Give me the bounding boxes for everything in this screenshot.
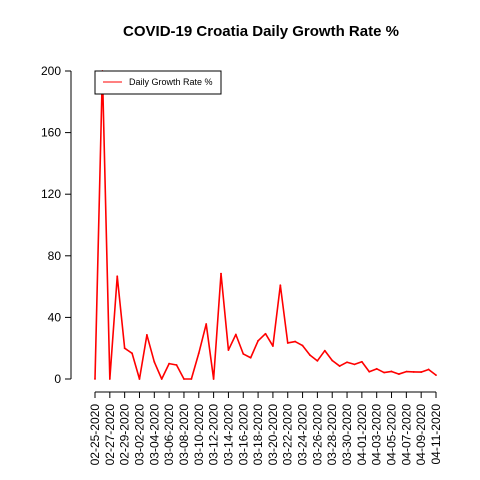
- x-tick-label: 03-28-2020: [325, 404, 339, 466]
- data-point: [123, 347, 126, 350]
- data-point: [331, 359, 334, 362]
- y-tick-label: 80: [48, 249, 62, 263]
- data-point: [175, 364, 178, 366]
- x-tick-label: 03-06-2020: [162, 404, 176, 466]
- y-tick-label: 0: [54, 372, 61, 386]
- legend-label: Daily Growth Rate %: [129, 77, 213, 87]
- data-point: [405, 370, 408, 373]
- data-point: [368, 370, 371, 373]
- data-point: [301, 344, 304, 347]
- data-point: [205, 323, 208, 325]
- legend: Daily Growth Rate %: [94, 70, 222, 95]
- x-tick-label: 04-09-2020: [414, 404, 428, 466]
- x-tick-label: 03-16-2020: [236, 404, 250, 466]
- x-tick-label: 03-18-2020: [251, 404, 265, 466]
- x-tick-label: 03-20-2020: [266, 404, 280, 466]
- series-line-0: [94, 70, 437, 380]
- x-tick-label: 04-11-2020: [429, 404, 443, 465]
- x-tick-label: 02-29-2020: [118, 404, 132, 466]
- data-point: [220, 272, 222, 275]
- y-tick-label: 120: [41, 187, 61, 201]
- data-point: [294, 340, 297, 343]
- data-point: [197, 352, 200, 355]
- x-axis: 02-25-2020 02-27-2020 02-29-2020 03-02-2020…: [88, 391, 443, 466]
- data-point: [390, 370, 393, 373]
- data-point: [309, 354, 311, 357]
- x-tick-label: 03-02-2020: [132, 404, 146, 466]
- data-point: [94, 378, 96, 380]
- x-tick-label: 02-25-2020: [88, 404, 102, 466]
- data-point: [234, 333, 237, 336]
- data-point: [131, 352, 133, 355]
- y-tick-label: 200: [41, 64, 61, 78]
- data-point: [286, 342, 289, 344]
- chart-title: COVID-19 Croatia Daily Growth Rate %: [123, 23, 399, 40]
- data-point: [153, 361, 156, 363]
- data-point: [183, 378, 185, 380]
- data-point: [108, 378, 111, 380]
- y-axis: 0 40 80 120 160 200: [41, 64, 72, 386]
- data-point: [227, 349, 230, 351]
- x-tick-label: 03-12-2020: [207, 404, 221, 466]
- data-point: [375, 367, 378, 370]
- x-tick-label: 03-24-2020: [296, 404, 310, 466]
- data-point: [116, 275, 119, 278]
- data-point: [338, 365, 341, 367]
- data-point: [323, 349, 326, 352]
- x-tick-label: 03-30-2020: [340, 404, 354, 466]
- y-tick-label: 160: [41, 126, 61, 140]
- y-tick-label: 40: [48, 310, 62, 324]
- data-point: [427, 368, 430, 371]
- data-point: [346, 361, 348, 364]
- data-point: [360, 360, 363, 363]
- x-tick-label: 04-07-2020: [399, 404, 413, 466]
- data-point: [279, 284, 282, 287]
- plot-area: [94, 70, 437, 380]
- data-point: [398, 373, 400, 375]
- x-tick-label: 03-22-2020: [281, 404, 295, 466]
- data-point: [264, 332, 267, 335]
- x-tick-label: 04-03-2020: [370, 404, 384, 466]
- data-point: [138, 378, 141, 380]
- data-point: [190, 378, 193, 380]
- data-point: [242, 352, 245, 355]
- data-point: [257, 339, 259, 342]
- x-tick-label: 03-10-2020: [192, 404, 206, 466]
- data-point: [168, 362, 171, 365]
- data-point: [316, 359, 319, 362]
- data-point: [435, 374, 437, 377]
- data-point: [272, 345, 274, 347]
- data-point: [160, 378, 163, 380]
- x-tick-label: 03-26-2020: [310, 404, 324, 466]
- data-point: [212, 378, 215, 380]
- data-point: [353, 363, 356, 366]
- x-tick-label: 02-27-2020: [103, 404, 117, 466]
- data-point: [412, 371, 415, 373]
- legend-box: [94, 70, 222, 95]
- x-tick-label: 03-04-2020: [147, 404, 161, 466]
- data-point: [145, 334, 148, 336]
- data-point: [383, 371, 386, 374]
- data-point: [420, 371, 423, 373]
- x-tick-label: 03-14-2020: [221, 404, 235, 466]
- data-point: [249, 356, 252, 359]
- x-tick-label: 04-01-2020: [355, 404, 369, 466]
- x-tick-label: 03-08-2020: [177, 404, 191, 466]
- x-tick-label: 04-05-2020: [385, 404, 399, 466]
